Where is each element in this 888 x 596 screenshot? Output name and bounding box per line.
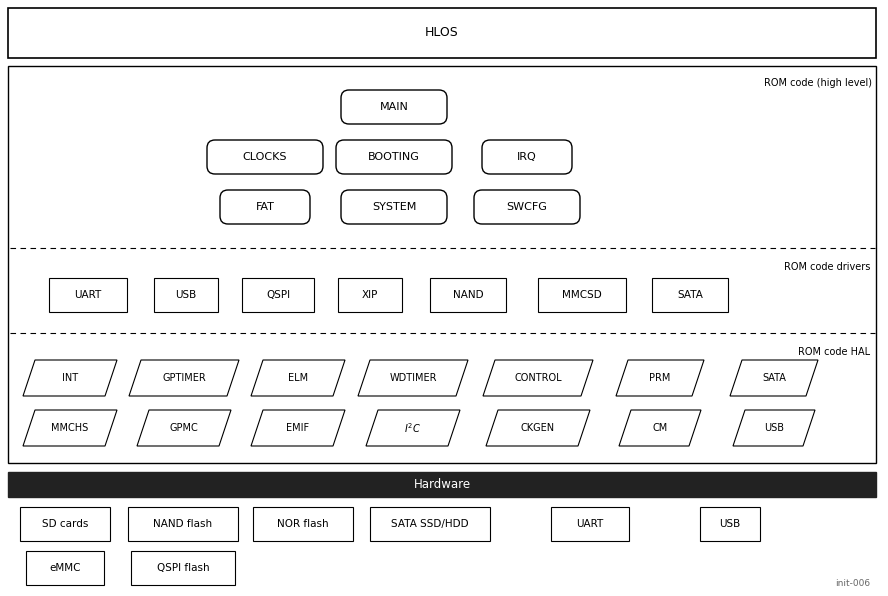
Text: XIP: XIP <box>361 290 378 300</box>
Text: SATA: SATA <box>677 290 703 300</box>
Text: GPMC: GPMC <box>170 423 198 433</box>
Text: NAND: NAND <box>453 290 483 300</box>
Polygon shape <box>137 410 231 446</box>
Text: GPTIMER: GPTIMER <box>163 373 206 383</box>
FancyBboxPatch shape <box>341 190 447 224</box>
Text: QSPI: QSPI <box>266 290 290 300</box>
Text: QSPI flash: QSPI flash <box>156 563 210 573</box>
Text: USB: USB <box>719 519 741 529</box>
Bar <box>551 507 629 541</box>
FancyBboxPatch shape <box>336 140 452 174</box>
Polygon shape <box>619 410 701 446</box>
Text: USB: USB <box>175 290 196 300</box>
Text: $I^2C$: $I^2C$ <box>404 421 422 435</box>
Text: Hardware: Hardware <box>414 478 471 491</box>
Text: eMMC: eMMC <box>49 563 81 573</box>
Bar <box>538 278 626 312</box>
Bar <box>154 278 218 312</box>
Bar <box>370 507 490 541</box>
Bar <box>700 507 760 541</box>
Text: ELM: ELM <box>288 373 308 383</box>
Text: NOR flash: NOR flash <box>277 519 329 529</box>
Text: init-006: init-006 <box>835 579 870 588</box>
Text: ROM code drivers: ROM code drivers <box>783 262 870 272</box>
Text: ROM code HAL: ROM code HAL <box>798 347 870 357</box>
Polygon shape <box>730 360 818 396</box>
Text: MMCSD: MMCSD <box>562 290 602 300</box>
FancyBboxPatch shape <box>220 190 310 224</box>
Text: SATA SSD/HDD: SATA SSD/HDD <box>392 519 469 529</box>
Polygon shape <box>358 360 468 396</box>
Text: CLOCKS: CLOCKS <box>242 152 287 162</box>
Polygon shape <box>251 360 345 396</box>
FancyBboxPatch shape <box>341 90 447 124</box>
Bar <box>131 551 235 585</box>
Bar <box>128 507 238 541</box>
Polygon shape <box>366 410 460 446</box>
Bar <box>242 278 314 312</box>
Polygon shape <box>483 360 593 396</box>
Text: USB: USB <box>764 423 784 433</box>
Text: ROM code (high level): ROM code (high level) <box>764 78 872 88</box>
Bar <box>8 66 876 463</box>
Bar <box>20 507 110 541</box>
Bar <box>8 8 876 58</box>
Text: FAT: FAT <box>256 202 274 212</box>
FancyBboxPatch shape <box>474 190 580 224</box>
Text: MAIN: MAIN <box>379 102 408 112</box>
Polygon shape <box>486 410 590 446</box>
Text: NAND flash: NAND flash <box>154 519 212 529</box>
Text: SD cards: SD cards <box>42 519 88 529</box>
Text: SATA: SATA <box>762 373 786 383</box>
Polygon shape <box>23 410 117 446</box>
Text: MMCHS: MMCHS <box>52 423 89 433</box>
Text: HLOS: HLOS <box>425 26 459 39</box>
Bar <box>8 472 876 497</box>
Polygon shape <box>616 360 704 396</box>
Text: CKGEN: CKGEN <box>521 423 555 433</box>
Bar <box>26 551 104 585</box>
Polygon shape <box>23 360 117 396</box>
Text: SWCFG: SWCFG <box>506 202 547 212</box>
Text: CONTROL: CONTROL <box>514 373 562 383</box>
Text: EMIF: EMIF <box>287 423 310 433</box>
Bar <box>338 278 402 312</box>
Text: IRQ: IRQ <box>517 152 537 162</box>
Text: WDTIMER: WDTIMER <box>389 373 437 383</box>
Text: BOOTING: BOOTING <box>368 152 420 162</box>
Text: CM: CM <box>653 423 668 433</box>
Polygon shape <box>129 360 239 396</box>
Bar <box>253 507 353 541</box>
FancyBboxPatch shape <box>207 140 323 174</box>
Polygon shape <box>733 410 815 446</box>
Bar <box>430 278 506 312</box>
FancyBboxPatch shape <box>482 140 572 174</box>
Bar <box>49 278 127 312</box>
Text: UART: UART <box>75 290 101 300</box>
Text: UART: UART <box>576 519 604 529</box>
Text: INT: INT <box>62 373 78 383</box>
Text: PRM: PRM <box>649 373 670 383</box>
Text: SYSTEM: SYSTEM <box>372 202 416 212</box>
Bar <box>652 278 728 312</box>
Polygon shape <box>251 410 345 446</box>
